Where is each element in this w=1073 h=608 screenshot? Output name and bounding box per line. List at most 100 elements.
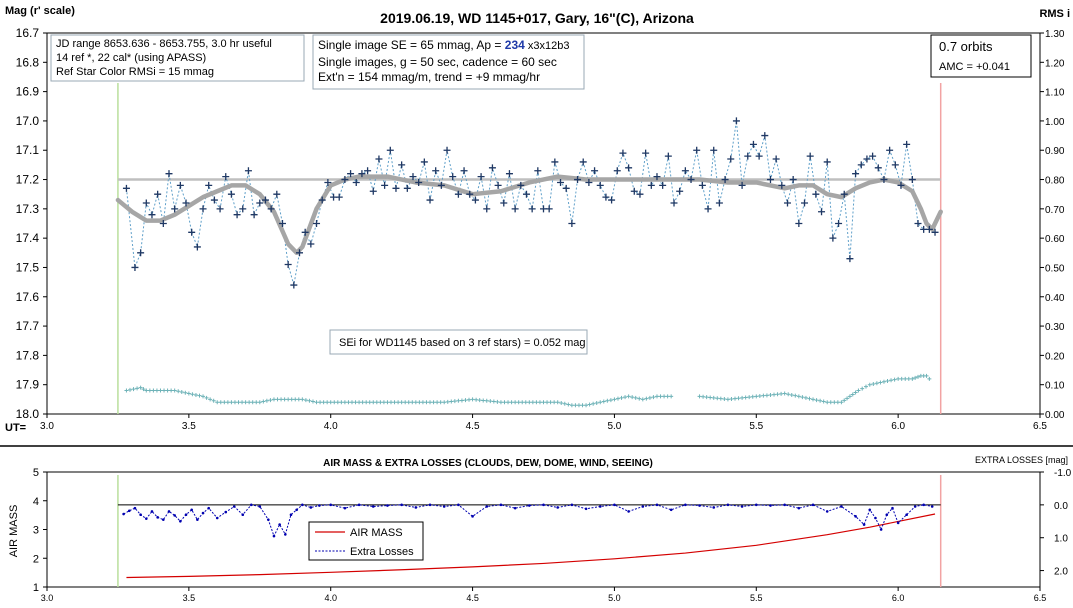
rms-point [906,376,911,381]
extra-losses-point [162,518,165,521]
rms-point [392,400,397,405]
extra-losses-point [357,503,361,507]
magnitude-point [829,234,837,242]
rms-point [367,400,372,405]
rms-point [885,379,890,384]
extra-losses-point [905,513,908,517]
orbits-label: 0.7 orbits [939,39,993,54]
rms-point [644,396,649,401]
magnitude-point [534,167,542,175]
model-curve [115,174,943,256]
top-y-tick-label: 17.2 [16,173,40,187]
rms-point [445,399,450,404]
rms-point [527,400,532,405]
rms-point [403,400,408,405]
extra-losses-point [266,518,270,521]
magnitude-point [250,211,258,219]
rms-point [147,388,152,393]
magnitude-point [335,193,343,201]
rms-point [296,397,301,402]
rms-point [828,400,833,405]
magnitude-point [142,199,150,207]
top-y-tick-label: 18.0 [16,407,40,421]
rms-point [633,395,638,400]
rms-point [151,388,156,393]
rms-point [881,379,886,384]
rms-point [725,397,730,402]
info-box-observation: JD range 8653.636 - 8653.755, 3.0 hr use… [50,34,305,82]
extra-losses-point [127,509,131,513]
extra-losses-point [513,506,517,510]
magnitude-point [925,225,933,233]
extra-losses-point [442,505,446,508]
magnitude-point [205,181,213,189]
magnitude-point [216,205,224,213]
rms-point [630,395,635,400]
aperture-value: 234 [505,38,525,52]
magnitude-point [880,176,888,184]
magnitude-point [608,196,616,204]
rms-point [502,400,507,405]
magnitude-point [420,158,428,166]
extra-losses-point [156,516,159,519]
rms-point [523,400,528,405]
rms-point [406,400,411,405]
rms-point [470,397,475,402]
extra-losses-point [145,517,148,520]
extra-losses-point [655,503,659,507]
top-y2-tick-label: 1.10 [1045,88,1065,99]
extra-losses-point [295,508,298,512]
magnitude-point [783,199,791,207]
top-y2-tick-label: 0.80 [1045,176,1065,187]
rms-point [775,392,780,397]
magnitude-point [159,220,167,227]
extra-losses-point [232,505,236,508]
rms-point [903,376,908,381]
rms-point [545,400,550,405]
rms-point [715,396,720,401]
rms-point [307,398,312,403]
rms-point [697,394,702,399]
extra-losses-point [584,507,588,511]
rms-point [183,390,188,395]
rms-point [431,400,436,405]
rms-point [860,386,865,391]
rms-point [779,391,784,396]
rms-point [899,376,904,381]
rms-point [867,382,872,387]
top-y2-tick-label: 0.00 [1045,410,1065,421]
bottom-y2-tick-label: 2.0 [1054,567,1068,578]
rms-point [318,400,323,405]
rms-point [612,397,617,402]
magnitude-point [318,196,326,204]
extra-losses-point [184,513,188,517]
extra-losses-point [122,512,125,516]
rms-point [605,398,610,403]
rms-point [803,395,808,400]
rms-point [208,397,213,402]
rms-point [250,400,255,405]
top-y2-tick-label: 0.40 [1045,293,1065,304]
top-y-tick-label: 17.6 [16,290,40,304]
extra-losses-point [613,503,616,507]
rms-point [467,397,472,402]
rms-point [782,391,787,396]
magnitude-point [466,190,474,198]
magnitude-point [443,146,451,154]
magnitude-point [239,205,247,213]
rms-point [247,400,252,405]
magnitude-point [721,176,729,184]
magnitude-point [545,205,553,213]
extra-losses-point [133,506,137,510]
rms-point [357,400,362,405]
bottom-y-axis-label: AIR MASS [8,505,20,558]
top-y2-tick-label: 1.30 [1045,29,1065,40]
rms-point [615,396,620,401]
top-y2-tick-label: 0.90 [1045,146,1065,157]
magnitude-point [551,158,559,166]
rms-point [127,387,132,392]
rms-point [165,388,170,393]
rms-point [704,395,709,400]
rms-point [665,394,670,399]
rms-point [924,373,929,378]
